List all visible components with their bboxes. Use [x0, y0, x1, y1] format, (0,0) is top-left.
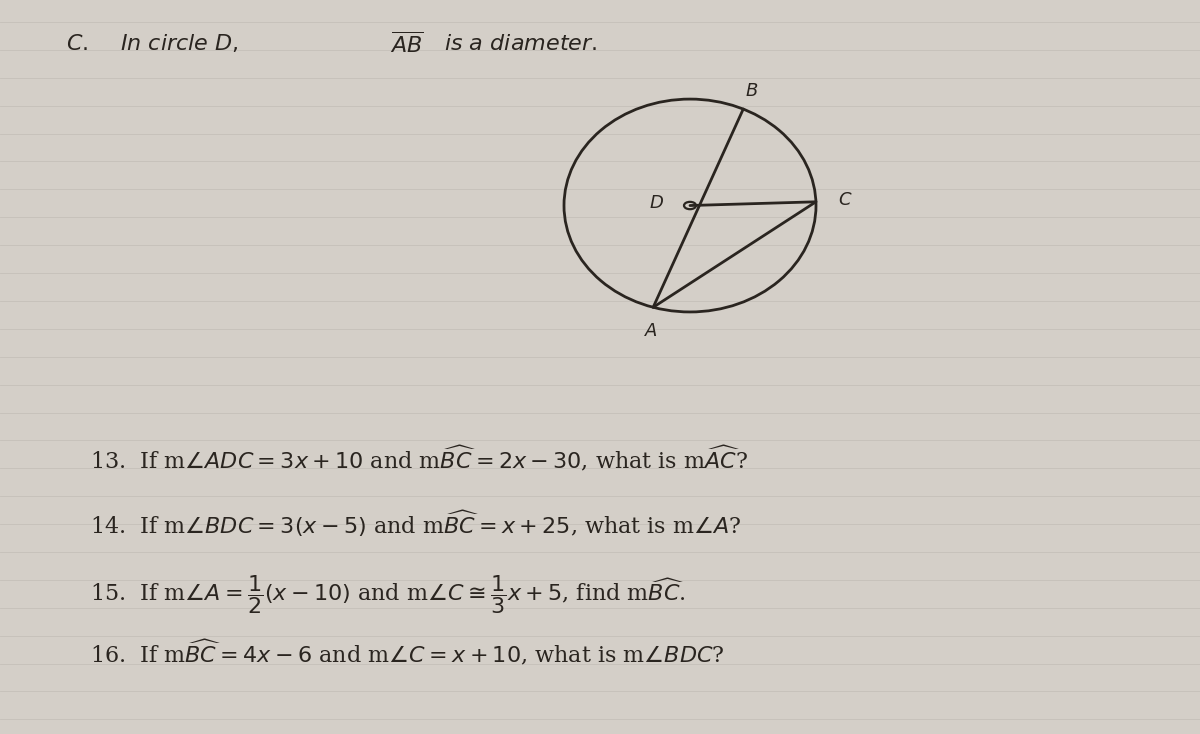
Text: 16.  If m$\widehat{BC}=4x-6$ and m$\angle C=x+10$, what is m$\angle BDC$?: 16. If m$\widehat{BC}=4x-6$ and m$\angle… — [90, 638, 725, 667]
Text: $\mathit{C}$: $\mathit{C}$ — [838, 192, 852, 209]
Text: 13.  If m$\angle ADC=3x+10$ and m$\widehat{BC}=2x-30$, what is m$\widehat{AC}$?: 13. If m$\angle ADC=3x+10$ and m$\wideha… — [90, 444, 748, 473]
Text: $\overline{\mathit{AB}}$: $\overline{\mathit{AB}}$ — [390, 33, 424, 58]
Text: $\mathit{B}$: $\mathit{B}$ — [745, 81, 758, 100]
Text: $\mathit{D}$: $\mathit{D}$ — [648, 195, 664, 212]
Text: $\mathit{is\ a\ diameter.}$: $\mathit{is\ a\ diameter.}$ — [444, 33, 598, 55]
Text: $\mathit{A}$: $\mathit{A}$ — [643, 322, 658, 340]
Text: $C.$: $C.$ — [66, 33, 88, 55]
Text: 14.  If m$\angle BDC=3(x-5)$ and m$\widehat{BC}=x+25$, what is m$\angle A$?: 14. If m$\angle BDC=3(x-5)$ and m$\wideh… — [90, 509, 742, 539]
Text: 15.  If m$\angle A=\dfrac{1}{2}(x-10)$ and m$\angle C\cong\dfrac{1}{3}x+5$, find: 15. If m$\angle A=\dfrac{1}{2}(x-10)$ an… — [90, 573, 685, 617]
Text: $\mathit{In\ circle\ D,\ }$: $\mathit{In\ circle\ D,\ }$ — [120, 33, 239, 55]
